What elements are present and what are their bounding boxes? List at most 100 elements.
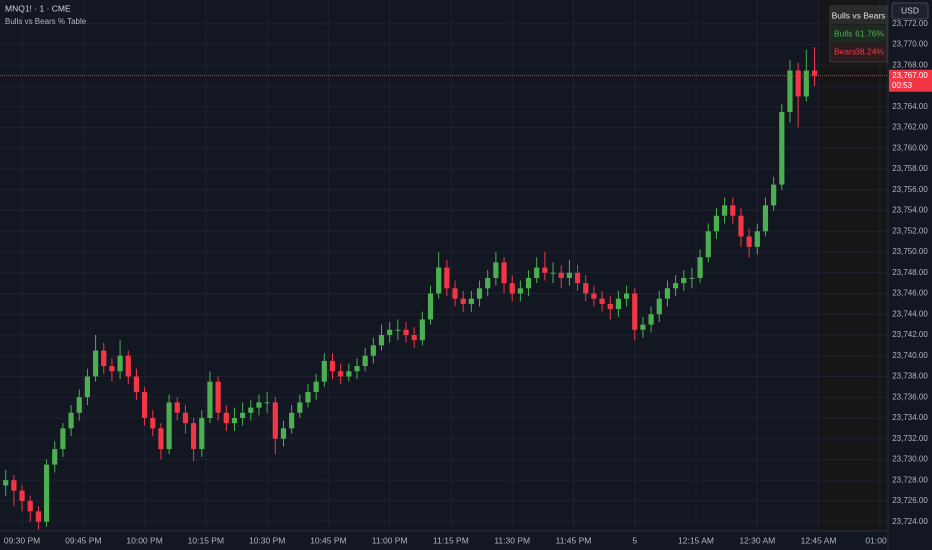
candle-body — [771, 184, 777, 206]
x-tick-label: 10:45 PM — [310, 535, 346, 545]
candle-body — [501, 262, 507, 284]
candle-body — [811, 70, 818, 76]
candle-body — [542, 267, 548, 273]
candle-body — [92, 350, 99, 377]
candle-body — [640, 324, 646, 330]
y-tick-label: 23,732.00 — [892, 434, 928, 443]
y-tick-label: 23,734.00 — [892, 413, 928, 422]
candle-body — [713, 215, 720, 232]
candle-body — [231, 417, 238, 424]
candle-body — [240, 412, 246, 418]
y-tick-label: 23,726.00 — [892, 496, 928, 505]
y-tick-label: 23,760.00 — [892, 143, 928, 152]
candle-body — [215, 381, 221, 413]
candle-body — [583, 283, 589, 294]
x-tick-label: 11:45 PM — [556, 535, 592, 545]
candle-body — [558, 272, 564, 278]
symbol: MNQ1! · 1 · CME — [5, 3, 71, 13]
candle-body — [591, 293, 597, 299]
candle-body — [68, 412, 74, 429]
x-tick-label: 01:00 A — [865, 535, 894, 545]
candle-body — [166, 402, 172, 450]
candle-body — [436, 267, 442, 294]
candle-body — [632, 293, 638, 330]
candle-body — [191, 423, 197, 450]
y-tick-label: 23,724.00 — [892, 517, 928, 526]
candle-body — [272, 402, 278, 439]
candle-body — [664, 288, 671, 299]
y-tick-label: 23,730.00 — [892, 455, 928, 464]
y-tick-label: 23,752.00 — [892, 226, 928, 235]
y-tick-label: 23,754.00 — [892, 206, 928, 215]
stats-table: Bulls vs Bears Bulls 61.76% Bears 38.24% — [829, 5, 888, 63]
candle-body — [109, 366, 115, 372]
candle-body — [19, 490, 25, 501]
candle-body — [11, 480, 17, 491]
x-tick-label: 12:45 AM — [801, 535, 837, 545]
candle-body — [738, 215, 744, 237]
candle-body — [346, 371, 352, 377]
candle-body — [199, 417, 205, 450]
x-tick-label: 11:30 PM — [494, 535, 530, 545]
table-cell: Bears — [834, 46, 856, 56]
y-tick-label: 23,736.00 — [892, 392, 928, 401]
candle-body — [280, 428, 287, 439]
candle-body — [444, 267, 450, 289]
candle-body — [207, 381, 213, 418]
candle-body — [158, 428, 164, 450]
candle-body — [182, 412, 189, 424]
candle-body — [787, 70, 793, 113]
candle-body — [264, 402, 270, 404]
candle-body — [452, 288, 458, 299]
x-tick-label: 09:45 PM — [65, 535, 101, 545]
y-tick-label: 23,768.00 — [892, 60, 928, 69]
candle-body — [623, 293, 630, 299]
candle-body — [52, 449, 58, 465]
candle-body — [305, 392, 311, 403]
table-row — [831, 25, 886, 42]
y-tick-label: 23,740.00 — [892, 351, 928, 360]
candle-body — [795, 70, 801, 97]
candle-body — [338, 371, 344, 377]
candle-body — [321, 360, 327, 382]
candle-body — [101, 350, 107, 367]
candle-body — [27, 500, 33, 512]
candle-body — [762, 205, 769, 232]
candle-body — [256, 402, 262, 408]
table-cell: 61.76% — [855, 28, 884, 38]
table-cell: Bulls — [834, 28, 852, 38]
currency-button[interactable] — [891, 2, 929, 20]
candles — [3, 47, 818, 530]
candle-body — [493, 262, 499, 278]
candle-body — [3, 480, 9, 486]
candle-body — [656, 298, 662, 315]
candle-body — [566, 272, 572, 278]
indicator-name: Bulls vs Bears % Table — [5, 17, 87, 26]
candle-body — [476, 288, 483, 299]
candle-body — [574, 272, 581, 284]
candle-body — [248, 407, 254, 413]
candle-body — [672, 283, 679, 289]
candle-body — [419, 319, 425, 341]
table-title: Bulls vs Bears — [832, 10, 886, 20]
y-tick-label: 23,746.00 — [892, 289, 928, 298]
candle-body — [517, 288, 523, 294]
x-tick-label: 12:30 AM — [739, 535, 775, 545]
candle-body — [525, 277, 532, 289]
last-price-box — [889, 69, 932, 92]
last-price-label: 23,767.00 — [892, 71, 928, 80]
candle-body — [427, 293, 434, 320]
candle-body — [395, 329, 401, 331]
candle-body — [329, 360, 336, 372]
candle-body — [362, 355, 368, 367]
candle-body — [485, 277, 491, 289]
candle-body — [803, 70, 809, 97]
x-axis: 09:30 PM 09:45 PM 10:00 PM 10:15 PM 10:30 PM… — [4, 535, 894, 545]
candle-body — [607, 303, 613, 310]
currency[interactable]: USD — [901, 5, 919, 15]
candle-body — [84, 376, 91, 398]
table-header — [831, 7, 886, 24]
